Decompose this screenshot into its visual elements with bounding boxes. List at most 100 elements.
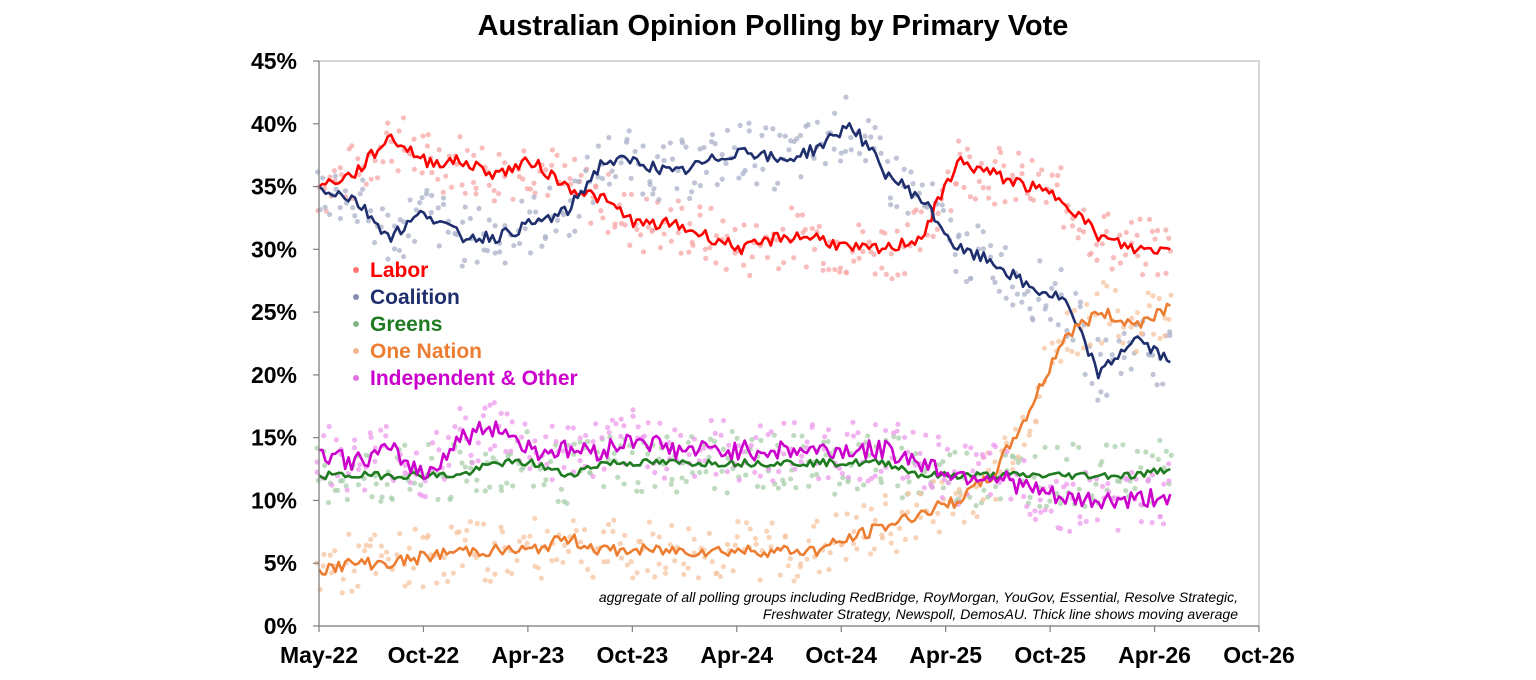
poll-dot [621,191,627,198]
poll-dot [435,496,441,503]
poll-dot [1070,337,1076,343]
poll-dot [661,231,667,237]
poll-dot [679,140,686,146]
poll-dot [647,178,653,185]
poll-dot [911,209,917,215]
poll-dot [544,461,550,467]
poll-dot [410,565,417,571]
poll-dot [775,485,781,491]
poll-dot [757,423,763,429]
poll-dot [686,451,692,458]
poll-dot [691,550,697,556]
poll-dot [964,231,970,237]
poll-dot [1163,448,1169,454]
poll-dot [446,462,452,468]
poll-dot [987,450,993,456]
poll-dot [575,179,582,185]
poll-dot [553,228,559,234]
poll-dot [798,561,804,567]
poll-dot [799,212,806,218]
poll-dot [1160,521,1167,527]
poll-dot [717,573,724,580]
poll-dot [1117,260,1123,266]
poll-dot [577,458,583,464]
poll-dot [1048,508,1054,514]
poll-dot [1071,307,1077,313]
poll-dot [981,487,987,493]
poll-dot [899,445,905,451]
poll-dot [544,528,550,534]
poll-dot [724,490,730,496]
poll-dot [567,175,573,182]
poll-dot [355,156,361,162]
poll-dot [843,556,849,562]
poll-dot [1118,370,1124,376]
poll-dot [667,542,674,548]
poll-dot [1075,235,1081,241]
poll-dot [590,574,596,580]
poll-dot [861,482,867,488]
poll-dot [917,247,923,253]
poll-dot [1128,219,1135,225]
poll-dot [645,420,651,426]
poll-dot [407,486,413,492]
poll-dot [504,480,510,486]
poll-dot [862,158,869,164]
poll-dot [411,136,417,142]
poll-dot [967,194,974,200]
poll-dot [391,246,398,252]
poll-dot [883,501,889,507]
poll-dot [1025,288,1031,294]
poll-dot [697,183,703,189]
poll-dot [486,217,492,223]
poll-dot [929,484,936,490]
poll-dot [405,233,412,239]
poll-dot [1037,503,1043,510]
poll-dot [825,427,832,433]
poll-dot [368,434,374,440]
poll-dot [652,574,658,580]
poll-dot [1076,486,1082,492]
poll-dot [371,239,378,246]
poll-dot [973,451,979,458]
poll-dot [719,151,725,158]
poll-dot [314,445,320,451]
poll-dot [1029,157,1035,163]
poll-dot [882,492,888,499]
poll-dot [799,453,805,459]
poll-dot [394,552,400,558]
poll-dot [662,570,669,576]
poll-dot [1095,336,1101,342]
poll-dot [343,483,349,489]
poll-dot [786,147,792,153]
poll-dot [776,468,782,475]
poll-dot [948,208,954,214]
poll-dot [691,536,697,542]
poll-dot [1002,199,1008,205]
poll-dot [565,425,571,431]
poll-dot [754,181,760,187]
poll-dot [337,204,343,211]
poll-dot [504,411,510,417]
poll-dot [333,186,339,192]
poll-dot [1012,426,1019,432]
poll-dot [564,500,570,506]
poll-dot [854,546,860,552]
poll-dot [340,576,346,582]
poll-dot [872,271,878,277]
poll-dot [491,187,497,194]
poll-dot [473,185,479,191]
poll-dot [685,439,691,445]
poll-dot [522,226,528,232]
poll-dot [605,424,611,431]
poll-dot [425,532,431,539]
poll-dot [832,491,838,497]
poll-dot [1049,285,1055,291]
poll-dot [768,544,774,550]
poll-dot [635,424,641,430]
poll-dot [889,276,895,282]
poll-dot [902,271,908,277]
poll-dot [908,169,914,175]
poll-dot [1070,481,1076,487]
note-line-2: Freshwater Strategy, Newspoll, DemosAU. … [763,606,1238,622]
